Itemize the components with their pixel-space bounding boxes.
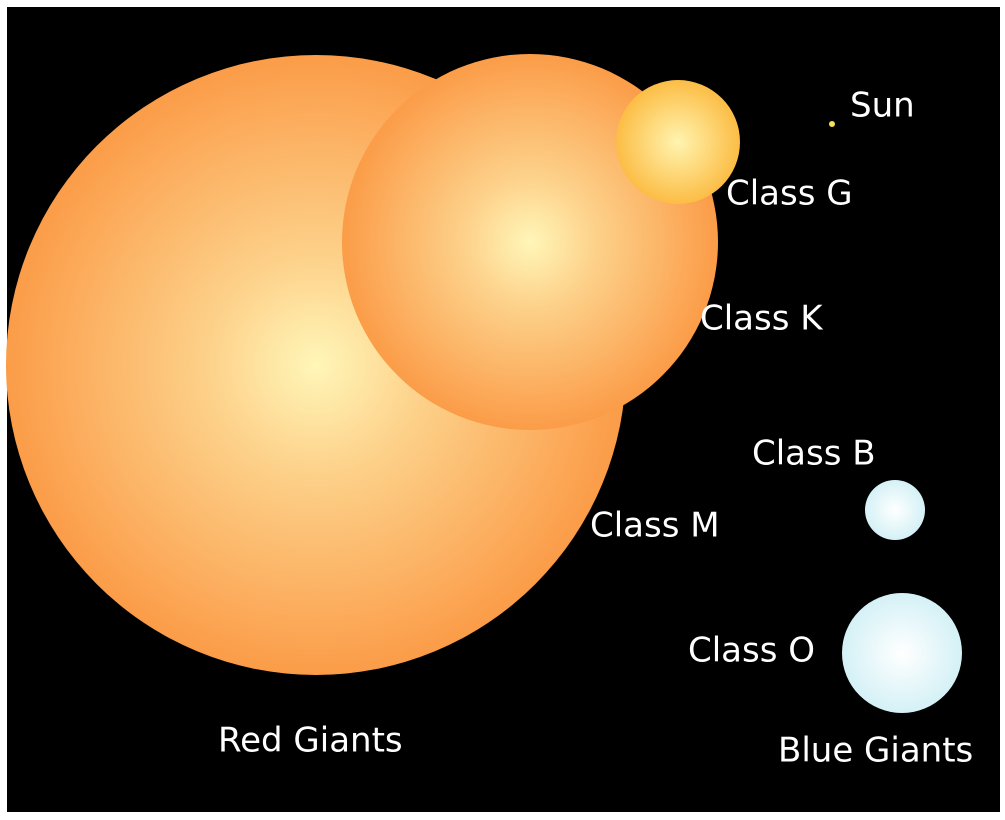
label: Class K: [700, 299, 824, 339]
label: Class B: [752, 434, 876, 474]
star-class-b: [865, 480, 925, 540]
page: Sun Class G Class K Class B Class M Clas…: [0, 0, 1005, 820]
star-class-g: [616, 80, 740, 204]
label: Class O: [688, 631, 815, 671]
label: Class G: [726, 174, 853, 214]
label: Class M: [590, 506, 720, 546]
group-label: Red Giants: [218, 721, 403, 761]
star-class-o: [842, 593, 962, 713]
star-sun: [829, 121, 835, 127]
label: Sun: [850, 86, 915, 126]
group-label: Blue Giants: [778, 731, 973, 771]
diagram: Sun Class G Class K Class B Class M Clas…: [0, 0, 1005, 820]
